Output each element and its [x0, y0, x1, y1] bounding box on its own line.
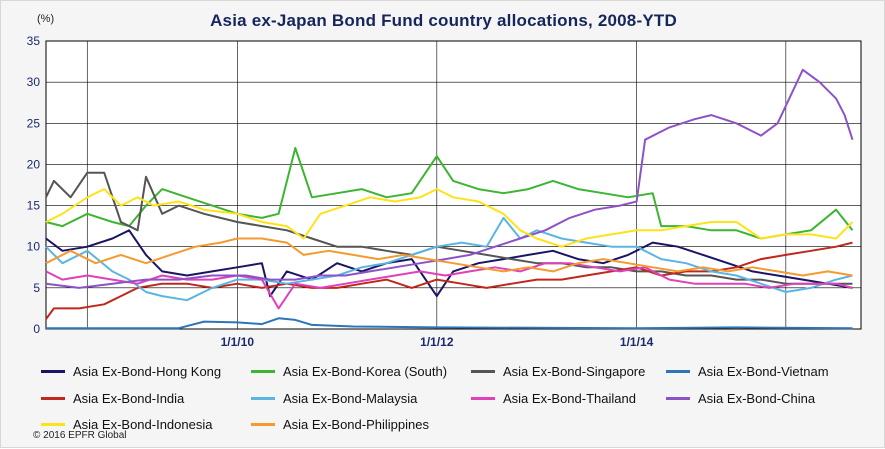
copyright-notice: © 2016 EPFR Global [33, 430, 127, 441]
legend-item: Asia Ex-Bond-Korea (South) [251, 362, 447, 380]
y-tick-label: 35 [27, 34, 41, 48]
legend-label: Asia Ex-Bond-Vietnam [698, 363, 829, 379]
legend-label: Asia Ex-Bond-Philippines [283, 416, 429, 432]
legend-item: Asia Ex-Bond-Vietnam [666, 362, 829, 380]
series-line [45, 262, 853, 310]
legend-item: Asia Ex-Bond-Malaysia [251, 389, 417, 407]
legend-swatch [41, 422, 65, 426]
x-tick-label: 1/1/12 [420, 335, 454, 349]
series-line [46, 317, 853, 330]
legend-label: Asia Ex-Bond-Malaysia [283, 390, 418, 406]
legend-item: Asia Ex-Bond-Philippines [251, 415, 429, 433]
legend-item: Asia Ex-Bond-Indonesia [41, 415, 212, 433]
legend-swatch [471, 369, 495, 373]
x-tick-label: 1/1/14 [620, 335, 654, 349]
legend-item: Asia Ex-Bond-India [41, 389, 184, 407]
legend-swatch [666, 396, 690, 400]
legend-label: Asia Ex-Bond-Hong Kong [73, 363, 222, 379]
series-line [45, 68, 854, 289]
legend-item: Asia Ex-Bond-China [666, 389, 815, 407]
y-tick-label: 10 [27, 240, 41, 254]
y-tick-label: 20 [27, 157, 41, 171]
legend-label: Asia Ex-Bond-India [73, 390, 185, 406]
legend-swatch [41, 369, 65, 373]
legend-swatch [251, 422, 275, 426]
series-line [45, 147, 854, 240]
series-line [45, 216, 853, 302]
legend-label: Asia Ex-Bond-Singapore [503, 363, 646, 379]
legend-label: Asia Ex-Bond-Thailand [503, 390, 636, 406]
plot-area [45, 40, 862, 330]
y-tick-label: 30 [27, 75, 41, 89]
legend-item: Asia Ex-Bond-Hong Kong [41, 362, 221, 380]
series-line [45, 229, 853, 298]
y-axis-label: (%) [37, 13, 55, 25]
legend-item: Asia Ex-Bond-Thailand [471, 389, 636, 407]
y-tick-label: 15 [27, 199, 41, 213]
legend-swatch [471, 396, 495, 400]
chart-title: Asia ex-Japan Bond Fund country allocati… [210, 11, 677, 30]
series-line [45, 237, 853, 277]
legend-swatch [251, 396, 275, 400]
legend-item: Asia Ex-Bond-Singapore [471, 362, 645, 380]
x-tick-label: 1/1/10 [221, 335, 255, 349]
legend-swatch [666, 369, 690, 373]
y-tick-label: 5 [33, 281, 40, 295]
y-tick-label: 25 [27, 116, 41, 130]
legend-label: Asia Ex-Bond-China [698, 390, 816, 406]
legend-label: Asia Ex-Bond-Korea (South) [283, 363, 448, 379]
y-tick-label: 0 [33, 322, 40, 336]
legend-swatch [251, 369, 275, 373]
legend-swatch [41, 396, 65, 400]
legend-label: Asia Ex-Bond-Indonesia [73, 416, 213, 432]
series-line [45, 188, 854, 248]
